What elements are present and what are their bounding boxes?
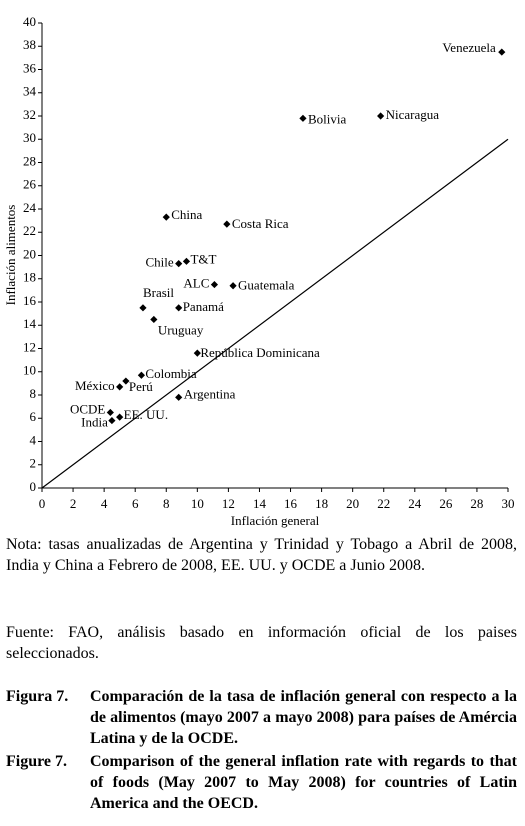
point [223, 220, 231, 228]
point [137, 371, 146, 379]
point-label: China [171, 207, 202, 222]
point [116, 413, 124, 421]
y-tick-label: 14 [23, 316, 37, 331]
point-label: India [81, 415, 108, 430]
point-label: Venezuela [442, 40, 496, 55]
point [108, 416, 116, 425]
y-tick-label: 32 [23, 107, 36, 122]
caption-label: Figura 7. [6, 688, 69, 705]
caption-label: Figure 7. [6, 753, 68, 770]
y-tick-label: 8 [30, 386, 37, 401]
x-tick-label: 8 [163, 496, 170, 511]
point [175, 260, 183, 268]
reference-line [41, 138, 509, 489]
x-tick-label: 14 [253, 496, 267, 511]
note: Nota: tasas anualizadas de Argentina y T… [6, 536, 517, 574]
caption: Figure 7. Comparison of the general infla… [6, 751, 517, 814]
y-tick-label: 10 [23, 363, 36, 378]
caption-text: Comparison of the general inflation rate… [90, 753, 517, 812]
point-label: Chile [146, 255, 174, 270]
point-label: Guatemala [238, 278, 295, 293]
point-label: Brasil [143, 285, 174, 300]
y-tick-label: 26 [23, 177, 37, 192]
point-label: ALC [183, 276, 209, 291]
x-tick-label: 4 [101, 496, 108, 511]
y-tick-label: 18 [23, 270, 36, 285]
x-tick-label: 18 [315, 496, 328, 511]
y-tick-label: 40 [23, 14, 36, 29]
captions: Figura 7. Comparación de la tasa de infla… [6, 686, 517, 814]
y-tick-label: 6 [30, 409, 37, 424]
y-tick-label: 22 [23, 223, 36, 238]
point-label: Bolivia [308, 111, 347, 126]
x-tick-label: 2 [70, 496, 77, 511]
y-tick-label: 0 [30, 479, 37, 494]
x-tick-label: 10 [191, 496, 204, 511]
point [175, 304, 183, 312]
point-label: OCDE [70, 401, 105, 416]
point-label: México [75, 378, 115, 393]
x-tick-label: 26 [439, 496, 453, 511]
point [122, 377, 130, 385]
point [150, 315, 158, 324]
y-tick-label: 36 [23, 60, 37, 75]
point [175, 393, 183, 401]
point [193, 349, 201, 357]
x-tick-label: 6 [132, 496, 139, 511]
y-tick-label: 2 [30, 456, 37, 471]
point-label: Panamá [183, 299, 224, 314]
point [182, 257, 191, 265]
point-label: EE. UU. [124, 407, 168, 422]
y-tick-label: 16 [23, 293, 37, 308]
point-label: Nicaragua [386, 107, 440, 122]
y-tick-label: 38 [23, 37, 36, 52]
chart: Inflación general Inflación alimentos 0 2… [3, 14, 515, 528]
x-tick-label: 30 [502, 496, 515, 511]
y-tick-label: 34 [23, 84, 37, 99]
caption-text: Comparación de la tasa de inflación gene… [90, 688, 517, 747]
y-axis-label: Inflación alimentos [3, 205, 18, 306]
point-label: T&T [190, 251, 216, 266]
x-tick-label: 20 [346, 496, 359, 511]
x-tick-label: 12 [222, 496, 235, 511]
x-axis-label: Inflación general [231, 513, 320, 528]
y-tick-label: 30 [23, 130, 36, 145]
point-label: República Dominicana [200, 345, 320, 360]
point [162, 213, 170, 221]
y-tick-label: 20 [23, 246, 36, 261]
x-tick-label: 22 [377, 496, 390, 511]
point [498, 48, 506, 56]
point [229, 282, 237, 290]
point [299, 114, 307, 122]
y-tick-label: 24 [23, 200, 37, 215]
point [116, 383, 124, 391]
x-tick-label: 24 [408, 496, 422, 511]
x-tick-label: 28 [470, 496, 483, 511]
point [139, 304, 147, 312]
y-tick-label: 28 [23, 153, 36, 168]
y-tick-label: 4 [30, 432, 37, 447]
point-label: Perú [129, 379, 153, 394]
caption: Figura 7. Comparación de la tasa de infla… [6, 686, 517, 749]
point-label: Argentina [184, 386, 236, 401]
point [210, 280, 219, 289]
x-tick-label: 16 [284, 496, 298, 511]
x-tick-label: 0 [39, 496, 46, 511]
point-label: Colombia [145, 366, 197, 381]
y-tick-label: 12 [23, 339, 36, 354]
point-label: Costa Rica [232, 216, 289, 231]
point [377, 112, 385, 120]
point [106, 408, 114, 417]
point-label: Uruguay [158, 322, 204, 337]
source: Fuente: FAO, análisis basado en informac… [6, 624, 517, 662]
